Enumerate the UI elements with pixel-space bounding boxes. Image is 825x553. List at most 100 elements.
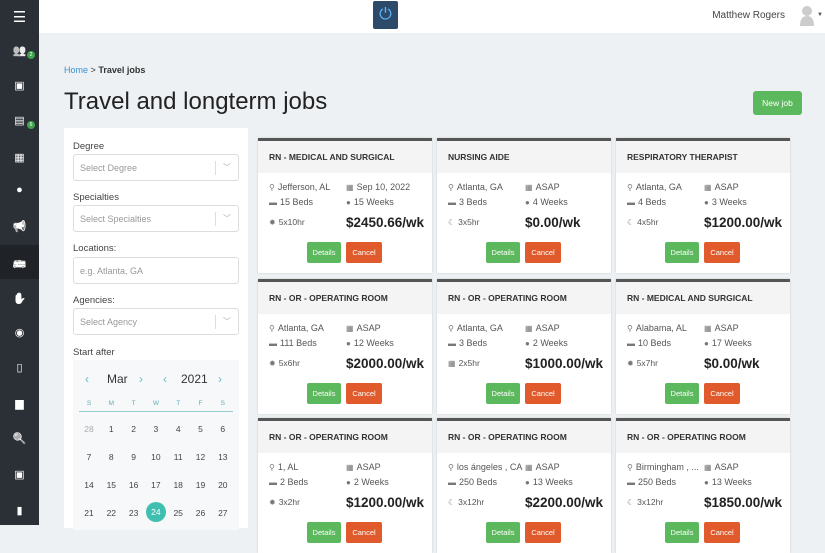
cancel-button[interactable]: Cancel: [346, 383, 382, 404]
moon-icon: ☾: [448, 218, 456, 227]
sidebar-item-bus[interactable]: 🚌: [0, 245, 39, 279]
calendar-day[interactable]: 12: [195, 452, 206, 462]
calendar-day[interactable]: 4: [175, 424, 181, 434]
calendar-day[interactable]: 27: [218, 508, 228, 518]
job-location: Jefferson, AL: [277, 182, 331, 192]
sidebar-item-search[interactable]: 🔍: [0, 421, 39, 455]
job-shift: 5x6hr: [278, 358, 300, 368]
sidebar-item-document[interactable]: ▮: [0, 493, 39, 527]
chevron-down-icon: ﹀: [223, 214, 231, 223]
job-title: RN - OR - OPERATING ROOM: [258, 282, 432, 314]
locations-input[interactable]: e.g. Atlanta, GA: [73, 257, 239, 284]
cancel-button[interactable]: Cancel: [525, 522, 561, 543]
calendar-day[interactable]: 7: [86, 452, 92, 462]
map-pin-icon: ⚲: [269, 183, 275, 192]
next-month-icon[interactable]: ›: [139, 372, 143, 386]
sun-icon: ✹: [269, 218, 276, 227]
degree-select[interactable]: Select Degree ﹀: [73, 154, 239, 181]
calendar-day[interactable]: 17: [151, 480, 161, 490]
job-duration: 2 Weeks: [532, 338, 568, 348]
specialties-label: Specialties: [73, 192, 119, 203]
sidebar-item-megaphone[interactable]: 📢: [0, 209, 39, 243]
sidebar-item-briefcase[interactable]: ▆: [0, 386, 39, 420]
breadcrumb-current: Travel jobs: [98, 65, 146, 75]
calendar-day[interactable]: 26: [195, 508, 206, 518]
map-pin-icon: ⚲: [627, 324, 633, 333]
job-location: los ángeles , CA: [456, 462, 523, 472]
weekday-label: S: [220, 400, 225, 407]
calendar-day[interactable]: 22: [106, 508, 117, 518]
sidebar-item-tasks[interactable]: ▤ 6: [0, 103, 39, 137]
sidebar-item-user-circle[interactable]: ◉: [0, 315, 39, 349]
details-button[interactable]: Details: [307, 383, 341, 404]
notification-badge: 2: [27, 51, 35, 59]
calendar-day[interactable]: 18: [173, 480, 183, 490]
details-button[interactable]: Details: [665, 242, 699, 263]
calendar-day[interactable]: 20: [218, 480, 228, 490]
sidebar-item-id-card[interactable]: ▣: [0, 457, 39, 491]
cancel-button[interactable]: Cancel: [525, 242, 561, 263]
details-button[interactable]: Details: [665, 383, 699, 404]
calendar-day[interactable]: 5: [198, 424, 203, 434]
sidebar-item-clock[interactable]: ●: [0, 173, 39, 207]
details-button[interactable]: Details: [486, 242, 520, 263]
locations-label: Locations:: [73, 243, 117, 254]
calendar-day[interactable]: 10: [151, 452, 161, 462]
sidebar-item-hand[interactable]: ✋: [0, 281, 39, 315]
details-button[interactable]: Details: [307, 522, 341, 543]
avatar[interactable]: [799, 4, 815, 26]
calendar-day[interactable]: 3: [153, 424, 159, 434]
agencies-select[interactable]: Select Agency ﹀: [73, 308, 239, 335]
sidebar-item-building[interactable]: ▯: [0, 350, 39, 384]
moon-icon: ☾: [448, 498, 456, 507]
specialties-select[interactable]: Select Specialties ﹀: [73, 205, 239, 232]
user-name[interactable]: Matthew Rogers: [712, 10, 785, 21]
new-job-button[interactable]: New job: [753, 91, 802, 115]
job-beds: 3 Beds: [459, 338, 488, 348]
cancel-button[interactable]: Cancel: [704, 383, 740, 404]
calendar-day[interactable]: 9: [131, 452, 136, 462]
calendar-day[interactable]: 2: [131, 424, 136, 434]
details-button[interactable]: Details: [307, 242, 341, 263]
next-year-icon[interactable]: ›: [218, 372, 222, 386]
calendar-day[interactable]: 8: [108, 452, 114, 462]
cancel-button[interactable]: Cancel: [346, 522, 382, 543]
sidebar-item-money[interactable]: ▣: [0, 68, 39, 102]
calendar-day[interactable]: 13: [218, 452, 228, 462]
calendar-day-selected[interactable]: 24: [145, 502, 166, 522]
calendar-day[interactable]: 19: [195, 480, 206, 490]
details-button[interactable]: Details: [486, 522, 520, 543]
calendar-icon: ▦: [448, 359, 456, 368]
calendar-day[interactable]: 11: [173, 452, 183, 462]
job-location: Atlanta, GA: [635, 182, 682, 192]
calendar-day[interactable]: 23: [128, 508, 139, 518]
prev-month-icon[interactable]: ‹: [85, 372, 89, 386]
calendar-day[interactable]: 15: [106, 480, 117, 490]
calendar-day[interactable]: 6: [220, 424, 226, 434]
calendar-day[interactable]: 1: [108, 424, 114, 434]
breadcrumb-home[interactable]: Home: [64, 65, 89, 75]
clock-icon: ●: [704, 339, 709, 348]
calendar-day[interactable]: 28: [84, 424, 94, 434]
job-pay: $1850.00/wk: [704, 495, 783, 510]
map-pin-icon: ⚲: [448, 183, 454, 192]
cancel-button[interactable]: Cancel: [346, 242, 382, 263]
cancel-button[interactable]: Cancel: [525, 383, 561, 404]
sidebar-item-users[interactable]: 👥 2: [0, 33, 39, 67]
prev-year-icon[interactable]: ‹: [163, 372, 167, 386]
details-button[interactable]: Details: [665, 522, 699, 543]
user-menu-caret-icon[interactable]: ▼: [817, 12, 823, 18]
month-label: Mar: [107, 372, 128, 386]
cancel-button[interactable]: Cancel: [704, 242, 740, 263]
calendar-day[interactable]: 21: [84, 508, 94, 518]
sidebar-item-menu[interactable]: ☰: [0, 0, 39, 34]
cancel-button[interactable]: Cancel: [704, 522, 740, 543]
sidebar-item-calendar[interactable]: ▦: [0, 140, 39, 174]
details-button[interactable]: Details: [486, 383, 520, 404]
job-beds: 15 Beds: [280, 197, 314, 207]
app-logo[interactable]: ⏻: [373, 1, 398, 29]
map-pin-icon: ⚲: [448, 463, 454, 472]
calendar-day[interactable]: 16: [128, 480, 139, 490]
calendar-day[interactable]: 25: [173, 508, 183, 518]
calendar-day[interactable]: 14: [84, 480, 94, 490]
